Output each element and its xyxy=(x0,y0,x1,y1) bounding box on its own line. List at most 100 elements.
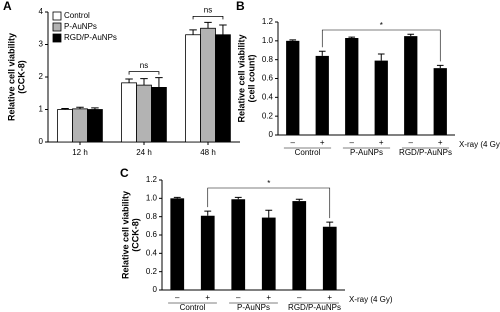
annotation: ns xyxy=(204,6,212,15)
bar xyxy=(200,215,215,290)
y-tick-label: 3 xyxy=(39,40,44,49)
group-axis-label: X-ray (4 Gy) xyxy=(459,140,500,149)
group-axis-label: X-ray (4 Gy) xyxy=(349,295,393,304)
bracket xyxy=(207,187,331,219)
error-bar xyxy=(407,33,415,37)
bar xyxy=(374,60,388,135)
y-tick-label: 0.8 xyxy=(262,55,274,64)
y-tick-label: 1.2 xyxy=(262,17,274,26)
legend-swatch xyxy=(52,33,62,43)
bar xyxy=(72,108,88,143)
x-tick-label: – xyxy=(409,138,414,147)
x-tick-label: + xyxy=(205,293,210,302)
group-label: P-AuNPs xyxy=(237,303,270,312)
y-tick-label: 0.8 xyxy=(146,212,158,221)
error-bar xyxy=(377,53,385,61)
bar xyxy=(231,199,246,290)
bar xyxy=(292,201,307,290)
x-tick-label: + xyxy=(327,293,332,302)
error-bar xyxy=(234,196,242,200)
bar xyxy=(345,38,359,136)
error-bar xyxy=(189,29,197,35)
bracket xyxy=(192,15,224,20)
y-axis-label: (CCK-8) xyxy=(16,60,26,94)
y-axis-label: Relative cell viability xyxy=(6,33,16,121)
x-tick-label: 12 h xyxy=(72,148,88,157)
error-bar xyxy=(265,209,273,218)
error-bar xyxy=(61,108,69,110)
bracket xyxy=(321,29,441,62)
y-tick-label: 0.4 xyxy=(146,248,158,257)
bar xyxy=(185,34,201,143)
group-label: RGD/P-AuNPs xyxy=(288,303,341,312)
y-tick-label: 0.6 xyxy=(262,74,274,83)
bar xyxy=(136,84,152,143)
x-tick-label: + xyxy=(379,138,384,147)
y-tick-label: 0.2 xyxy=(146,267,158,276)
y-tick-label: 0 xyxy=(39,137,44,146)
y-axis-label: (CCK-8) xyxy=(130,218,140,252)
legend-label: P-AuNPs xyxy=(64,22,97,31)
bar xyxy=(315,55,329,135)
legend-label: Control xyxy=(64,11,90,20)
y-tick-label: 0 xyxy=(269,130,274,139)
x-tick-label: – xyxy=(297,293,302,302)
bar xyxy=(286,40,300,136)
bar xyxy=(151,87,167,143)
y-axis-label: (cell count) xyxy=(246,54,256,102)
bracket xyxy=(128,71,160,75)
bar xyxy=(261,217,276,290)
y-tick-label: 0.6 xyxy=(146,230,158,239)
y-tick-label: 0.4 xyxy=(262,92,274,101)
error-bar xyxy=(140,78,148,86)
bar xyxy=(121,82,137,143)
bar xyxy=(200,27,216,143)
error-bar xyxy=(204,21,212,29)
y-tick-label: 1.2 xyxy=(146,175,158,184)
x-tick-label: – xyxy=(291,138,296,147)
error-bar xyxy=(91,107,99,110)
bar xyxy=(404,36,418,135)
error-bar xyxy=(436,64,444,69)
significance: * xyxy=(380,21,383,30)
y-tick-label: 2 xyxy=(39,72,44,81)
group-label: RGD/P-AuNPs xyxy=(399,148,452,157)
y-tick-label: 0 xyxy=(153,285,158,294)
legend-label: RGD/P-AuNPs xyxy=(64,33,117,42)
error-bar xyxy=(289,39,297,41)
bar xyxy=(215,34,231,143)
significance: * xyxy=(267,179,270,188)
panel-letter: A xyxy=(3,0,12,13)
x-tick-label: – xyxy=(350,138,355,147)
error-bar xyxy=(204,210,212,216)
bar xyxy=(322,226,337,290)
bar xyxy=(87,109,103,143)
legend-swatch xyxy=(52,11,62,21)
y-tick-label: 1.0 xyxy=(146,193,158,202)
group-label: Control xyxy=(180,303,206,312)
x-tick-label: + xyxy=(266,293,271,302)
bar xyxy=(433,68,447,135)
y-axis-label: Relative cell viability xyxy=(236,34,246,122)
x-tick-label: – xyxy=(175,293,180,302)
error-bar xyxy=(219,24,227,35)
x-tick-label: + xyxy=(320,138,325,147)
error-bar xyxy=(295,198,303,202)
x-tick-label: 48 h xyxy=(200,148,216,157)
error-bar xyxy=(326,221,334,227)
y-axis-label: Relative cell viability xyxy=(120,191,130,279)
error-bar xyxy=(155,77,163,88)
x-tick-label: + xyxy=(438,138,443,147)
y-tick-label: 0.2 xyxy=(262,111,274,120)
y-tick-label: 4 xyxy=(39,7,44,16)
annotation: ns xyxy=(140,61,148,70)
y-tick-label: 1 xyxy=(39,105,44,114)
panel-letter: B xyxy=(236,0,245,13)
bar xyxy=(170,198,185,290)
error-bar xyxy=(125,78,133,83)
y-tick-label: 1.0 xyxy=(262,36,274,45)
x-tick-label: 24 h xyxy=(136,148,152,157)
bar xyxy=(57,109,73,143)
